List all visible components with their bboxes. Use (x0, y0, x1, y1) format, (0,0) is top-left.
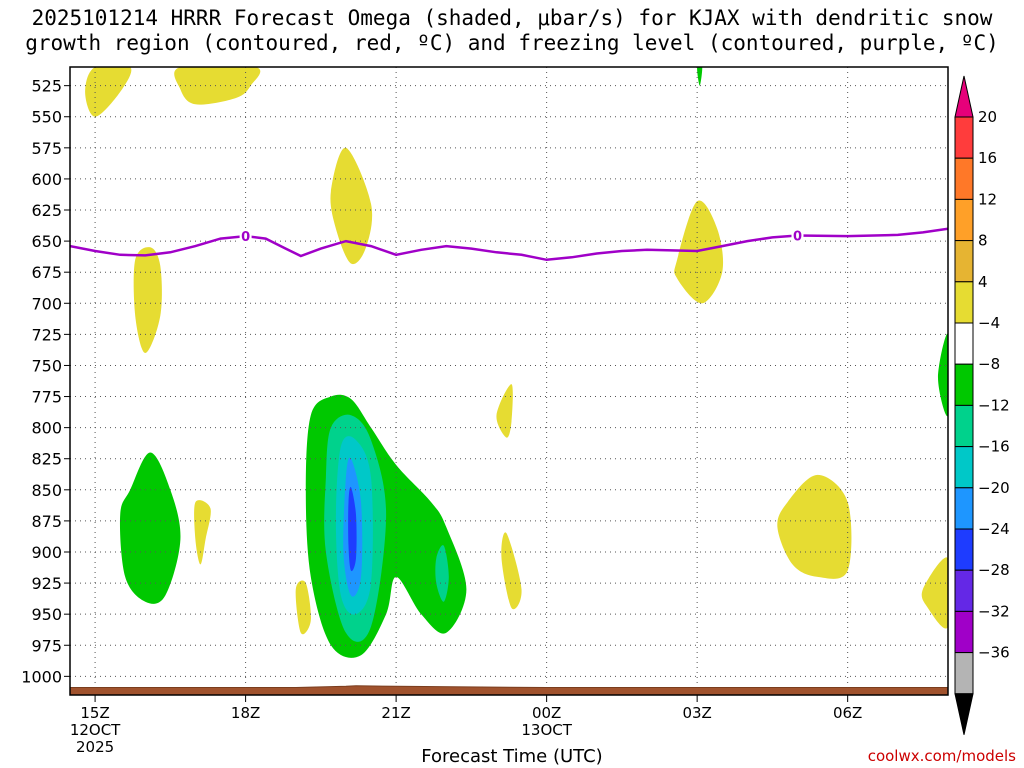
colorbar-swatch (954, 610, 974, 654)
omega-region-0-5 (295, 580, 311, 635)
colorbar-label: 8 (978, 232, 988, 250)
y-axis: 525 550 575 600 625 650 675 700 725 750 775 800 825 8… (21, 77, 70, 686)
y-tick-label: 525 (31, 77, 62, 96)
freezing-level-line (70, 227, 948, 262)
freezing-level-label: 0 (241, 230, 250, 245)
x-tick-label: 12OCT (70, 721, 121, 739)
y-tick-label: 975 (31, 636, 62, 655)
colorbar-swatch (954, 198, 974, 242)
omega-region-0-9 (777, 474, 852, 579)
colorbar-swatch (954, 404, 974, 448)
y-tick-label: 650 (31, 232, 62, 251)
colorbar-label: −20 (978, 479, 1010, 497)
y-tick-label: 1000 (21, 667, 62, 686)
y-tick-label: 850 (31, 481, 62, 500)
y-tick-label: 775 (31, 388, 62, 407)
y-tick-label: 950 (31, 605, 62, 624)
omega-region-0-4 (194, 500, 211, 565)
colorbar-label: −12 (978, 396, 1010, 414)
x-tick-label: 15Z (80, 704, 109, 722)
plot-fill-layer (85, 67, 948, 658)
omega-region-0-2 (133, 247, 162, 353)
colorbar-label: 12 (978, 190, 997, 208)
title-line-2: growth region (contoured, red, ºC) and f… (25, 31, 999, 55)
y-tick-label: 800 (31, 419, 62, 438)
x-tick-label: 21Z (381, 704, 410, 722)
plot-frame (69, 66, 949, 696)
colorbar-label: −8 (978, 355, 1000, 373)
freezing-level-label: 0 (793, 230, 802, 245)
colorbar-label: 20 (978, 108, 997, 126)
y-tick-label: 925 (31, 574, 62, 593)
y-tick-label: 675 (31, 263, 62, 282)
colorbar-swatch (954, 116, 974, 159)
colorbar-label: −4 (978, 314, 1000, 332)
y-tick-label: 750 (31, 356, 62, 375)
y-tick-label: 725 (31, 325, 62, 344)
x-tick-label: 13OCT (521, 721, 572, 739)
freezing-label-bg (239, 229, 252, 244)
x-tick-label: 00Z (532, 704, 561, 722)
colorbar-swatch (954, 487, 974, 530)
y-tick-label: 600 (31, 170, 62, 189)
omega-region-0-10 (921, 557, 948, 629)
colorbar-swatch (954, 240, 974, 283)
omega-region-1-0 (119, 452, 181, 604)
omega-region-1-2 (697, 67, 703, 86)
colorbar-bottom-arrow (954, 693, 974, 735)
colorbar-label: 4 (978, 273, 988, 291)
x-tick-label: 03Z (682, 704, 711, 722)
credit-link[interactable]: coolwx.com/models (867, 747, 1016, 765)
colorbar-label: −28 (978, 561, 1010, 579)
omega-region-2-1 (435, 545, 449, 602)
colorbar-label: −36 (978, 644, 1010, 662)
omega-region-0-0 (85, 67, 132, 117)
x-tick-label: 18Z (231, 704, 260, 722)
omega-region-0-1 (174, 67, 261, 105)
y-tick-label: 700 (31, 294, 62, 313)
colorbar-swatch (954, 322, 974, 365)
colorbar-swatch (954, 446, 974, 489)
colorbar-label: −32 (978, 602, 1010, 620)
chart-title: 2025101214 HRRR Forecast Omega (shaded, … (0, 6, 1024, 56)
y-tick-label: 625 (31, 201, 62, 220)
colorbar-swatch (954, 569, 974, 612)
x-tick-label: 2025 (76, 738, 114, 756)
x-axis-label: Forecast Time (UTC) (421, 746, 603, 767)
omega-region-0-6 (496, 384, 513, 438)
y-tick-label: 550 (31, 108, 62, 127)
y-tick-label: 875 (31, 512, 62, 531)
colorbar-swatch (954, 528, 974, 571)
terrain-surface (70, 685, 948, 695)
omega-region-5-0 (348, 486, 357, 572)
x-tick-label: 06Z (833, 704, 862, 722)
y-tick-label: 825 (31, 450, 62, 469)
colorbar-top-arrow (954, 75, 974, 118)
omega-region-0-7 (501, 532, 522, 610)
colorbar-label: −24 (978, 520, 1010, 538)
omega-region-1-3 (938, 333, 948, 417)
colorbar-swatch (954, 157, 974, 200)
colorbar-label: 16 (978, 149, 997, 167)
colorbar-swatch (954, 652, 974, 695)
colorbar: 20 16 12 8 4 −4 −8 −12 −16 −20 −24 −28 −32 −36 (954, 75, 1010, 735)
colorbar-swatch (954, 363, 974, 406)
freezing-label-bg (791, 228, 804, 243)
y-tick-label: 575 (31, 139, 62, 158)
title-line-1: 2025101214 HRRR Forecast Omega (shaded, … (31, 6, 993, 30)
colorbar-label: −16 (978, 438, 1010, 456)
omega-region-0-3 (330, 147, 373, 265)
y-tick-label: 900 (31, 543, 62, 562)
colorbar-swatch (954, 281, 974, 324)
